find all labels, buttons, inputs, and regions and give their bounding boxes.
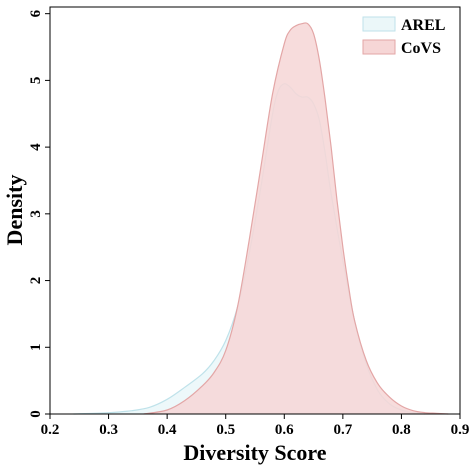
y-tick-label: 2 — [28, 277, 44, 285]
x-tick-label: 0.8 — [392, 422, 411, 438]
y-tick-label: 6 — [28, 9, 44, 17]
y-tick-label: 4 — [28, 143, 44, 151]
y-tick-label: 5 — [28, 77, 44, 85]
x-tick-label: 0.6 — [275, 422, 294, 438]
y-tick-label: 1 — [28, 344, 44, 352]
x-tick-label: 0.4 — [158, 422, 177, 438]
area-covs — [143, 22, 449, 415]
legend: AREL CoVS — [362, 16, 445, 57]
x-axis: 0.2 0.3 0.4 0.5 0.6 0.7 0.8 0.9 — [41, 414, 470, 438]
x-axis-label: Diversity Score — [183, 440, 326, 465]
plot-frame — [49, 6, 461, 415]
x-tick-label: 0.9 — [451, 422, 470, 438]
y-tick-label: 3 — [28, 210, 44, 218]
legend-swatch-arel — [362, 16, 396, 32]
legend-label-covs: CoVS — [401, 40, 441, 57]
y-axis-label: Density — [2, 175, 27, 246]
density-areas — [73, 22, 449, 415]
legend-label-arel: AREL — [401, 17, 445, 34]
x-tick-label: 0.5 — [216, 422, 235, 438]
line-covs — [143, 22, 449, 415]
x-tick-label: 0.7 — [333, 422, 352, 438]
legend-swatch-covs — [362, 39, 396, 55]
x-tick-label: 0.3 — [99, 422, 118, 438]
y-axis: 0 1 2 3 4 5 6 — [28, 9, 50, 418]
y-tick-label: 0 — [28, 410, 44, 418]
x-tick-label: 0.2 — [41, 422, 60, 438]
